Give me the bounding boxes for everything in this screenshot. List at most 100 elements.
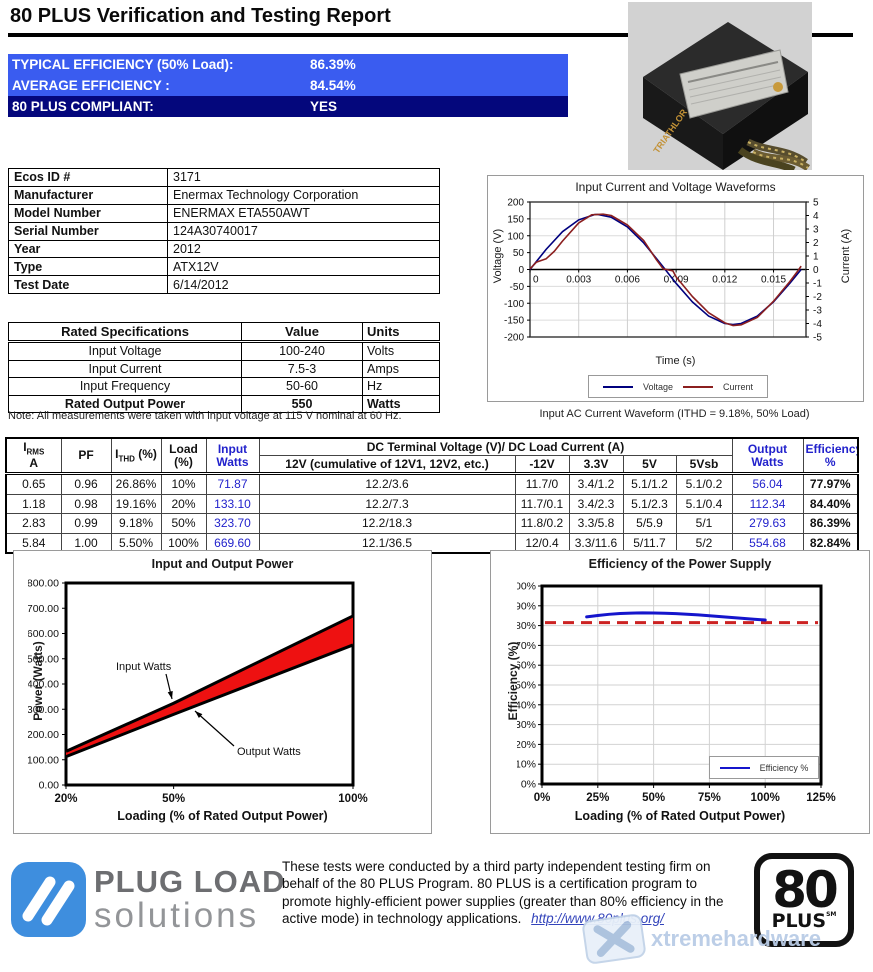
svg-text:700.00: 700.00 — [28, 603, 59, 615]
svg-text:400.00: 400.00 — [28, 679, 59, 691]
waveform-legend: Voltage Current — [588, 375, 768, 398]
svg-text:30%: 30% — [517, 719, 536, 731]
svg-text:-150: -150 — [504, 316, 524, 327]
plug-load-logo-subtext: solutions — [94, 896, 260, 935]
table-row: Input Voltage 100-240 Volts — [8, 341, 440, 361]
svg-text:100%: 100% — [750, 792, 779, 804]
plug-load-logo-text: PLUG LOAD — [94, 864, 286, 899]
col-neg12v: -12V — [514, 455, 570, 475]
svg-text:-100: -100 — [504, 299, 524, 310]
table-header-row: Rated Specifications Value Units — [8, 322, 440, 343]
80plus-link[interactable]: http://www.80plus.org/ — [531, 910, 664, 926]
col-pf: PF — [60, 437, 112, 475]
summary-label: AVERAGE EFFICIENCY : — [12, 78, 170, 93]
svg-text:125%: 125% — [806, 792, 835, 804]
summary-label: TYPICAL EFFICIENCY (50% Load): — [12, 57, 234, 72]
svg-text:800.00: 800.00 — [28, 578, 59, 590]
col-12v: 12V (cumulative of 12V1, 12V2, etc.) — [258, 455, 516, 475]
load-test-section: IRMS A PF ITHD (%) Load (%) Input Watts DC … — [5, 437, 859, 554]
table-row: 2.83 0.99 9.18% 50% 323.70 12.2/18.3 11.8/0.2 3… — [5, 513, 859, 534]
badge-plus-text: PLUSSM — [771, 909, 837, 932]
summary-row-compliant: 80 PLUS COMPLIANT: YES — [8, 96, 568, 117]
waveform-plot: -200-150-100-50050100150200-5-4-3-2-1012… — [504, 198, 822, 344]
svg-text:25%: 25% — [586, 792, 609, 804]
svg-text:600.00: 600.00 — [28, 628, 59, 640]
col-output-watts: Output Watts — [731, 437, 804, 475]
voltage-legend-line — [602, 385, 633, 388]
badge-80-text: 80 — [772, 861, 839, 920]
load-test-table: IRMS A PF ITHD (%) Load (%) Input Watts DC … — [5, 437, 859, 554]
efficiency-chart-panel: Efficiency of the Power Supply Efficienc… — [490, 550, 870, 834]
svg-text:10%: 10% — [517, 759, 536, 771]
legend-label-current: Current — [723, 381, 754, 392]
x-axis-label: Loading (% of Rated Output Power) — [117, 809, 328, 823]
table-row: Year 2012 — [8, 239, 440, 259]
table-row: Manufacturer Enermax Technology Corporati… — [8, 185, 440, 205]
summary-label: 80 PLUS COMPLIANT: — [12, 99, 154, 114]
svg-text:1: 1 — [813, 252, 819, 263]
svg-text:0.00: 0.00 — [39, 780, 60, 792]
power-plot: 0.00 100.00 200.00 300.00 400.00 500.00 600.00… — [28, 578, 368, 806]
efficiency-legend-line — [719, 766, 750, 769]
svg-text:100%: 100% — [517, 581, 536, 593]
table-row: Serial Number 124A30740017 — [8, 221, 440, 241]
svg-text:80%: 80% — [517, 620, 536, 632]
col-5vsb: 5Vsb — [675, 455, 733, 475]
col-irms: IRMS A — [5, 437, 62, 475]
table-row: Ecos ID #3171 — [8, 168, 440, 187]
measurement-note: Note: All measurements were taken with i… — [8, 410, 402, 422]
svg-text:5: 5 — [813, 198, 819, 209]
page-title: 80 PLUS Verification and Testing Report — [10, 5, 391, 27]
waveform-caption: Input AC Current Waveform (ITHD = 9.18%,… — [539, 408, 810, 420]
svg-text:40%: 40% — [517, 699, 536, 711]
svg-text:0%: 0% — [534, 792, 551, 804]
svg-text:70%: 70% — [517, 640, 536, 652]
svg-text:0%: 0% — [521, 779, 536, 791]
svg-text:200: 200 — [507, 198, 524, 209]
svg-text:0.009: 0.009 — [664, 275, 689, 286]
table-header-row: 12V (cumulative of 12V1, 12V2, etc.) -12… — [6, 455, 858, 475]
table-row: 0.65 0.96 26.86% 10% 71.87 12.2/3.6 11.7/0 3.4/… — [5, 473, 859, 495]
legend-label-efficiency: Efficiency % — [759, 762, 809, 773]
svg-text:-2: -2 — [813, 292, 822, 303]
svg-text:-1: -1 — [813, 279, 822, 290]
svg-text:Input Watts: Input Watts — [116, 661, 172, 673]
80plus-badge: 80 PLUSSM — [754, 853, 854, 947]
svg-text:75%: 75% — [698, 792, 721, 804]
col-dc-terminal: DC Terminal Voltage (V)/ DC Load Current… — [258, 437, 733, 456]
rated-specs-table: Rated Specifications Value Units Input V… — [8, 322, 440, 413]
svg-text:-4: -4 — [813, 319, 822, 330]
table-row: Model Number ENERMAX ETA550AWT — [8, 203, 440, 223]
svg-text:500.00: 500.00 — [28, 653, 59, 665]
summary-box: TYPICAL EFFICIENCY (50% Load): 86.39% AV… — [8, 54, 568, 117]
summary-value: 84.54% — [310, 78, 356, 93]
col-3v3: 3.3V — [568, 455, 624, 475]
summary-value: 86.39% — [310, 57, 356, 72]
svg-text:50: 50 — [513, 248, 525, 259]
svg-text:-50: -50 — [510, 282, 525, 293]
rated-specs-section: Rated Specifications Value Units Input V… — [8, 322, 440, 413]
col-load: Load (%) — [160, 437, 207, 475]
svg-text:100%: 100% — [338, 793, 367, 805]
waveform-chart-panel: Input Current and Voltage Waveforms Volt… — [487, 175, 864, 402]
col-input-watts: Input Watts — [205, 437, 260, 475]
efficiency-plot: 0% 10% 20% 30% 40% 50% 60% 70% 80% 90% 100% 0% 25% 50… — [517, 581, 836, 805]
summary-value: YES — [310, 99, 338, 114]
svg-text:0: 0 — [518, 265, 524, 276]
svg-text:60%: 60% — [517, 660, 536, 672]
svg-text:20%: 20% — [54, 793, 77, 805]
svg-text:3: 3 — [813, 225, 819, 236]
svg-text:200.00: 200.00 — [28, 729, 59, 741]
svg-text:4: 4 — [813, 211, 819, 222]
product-info-table: Ecos ID #3171 Manufacturer Enermax Techno… — [8, 168, 440, 295]
svg-text:-3: -3 — [813, 306, 822, 317]
chart-title: Efficiency of the Power Supply — [588, 557, 772, 571]
plug-load-logo-icon — [11, 862, 86, 937]
svg-text:Output Watts: Output Watts — [237, 746, 301, 758]
efficiency-legend: Efficiency % — [709, 756, 819, 779]
svg-text:-200: -200 — [504, 333, 524, 344]
svg-text:2: 2 — [813, 238, 819, 249]
svg-text:100: 100 — [507, 231, 524, 242]
chart-title: Input Current and Voltage Waveforms — [575, 180, 776, 194]
table-row: Type ATX12V — [8, 257, 440, 277]
